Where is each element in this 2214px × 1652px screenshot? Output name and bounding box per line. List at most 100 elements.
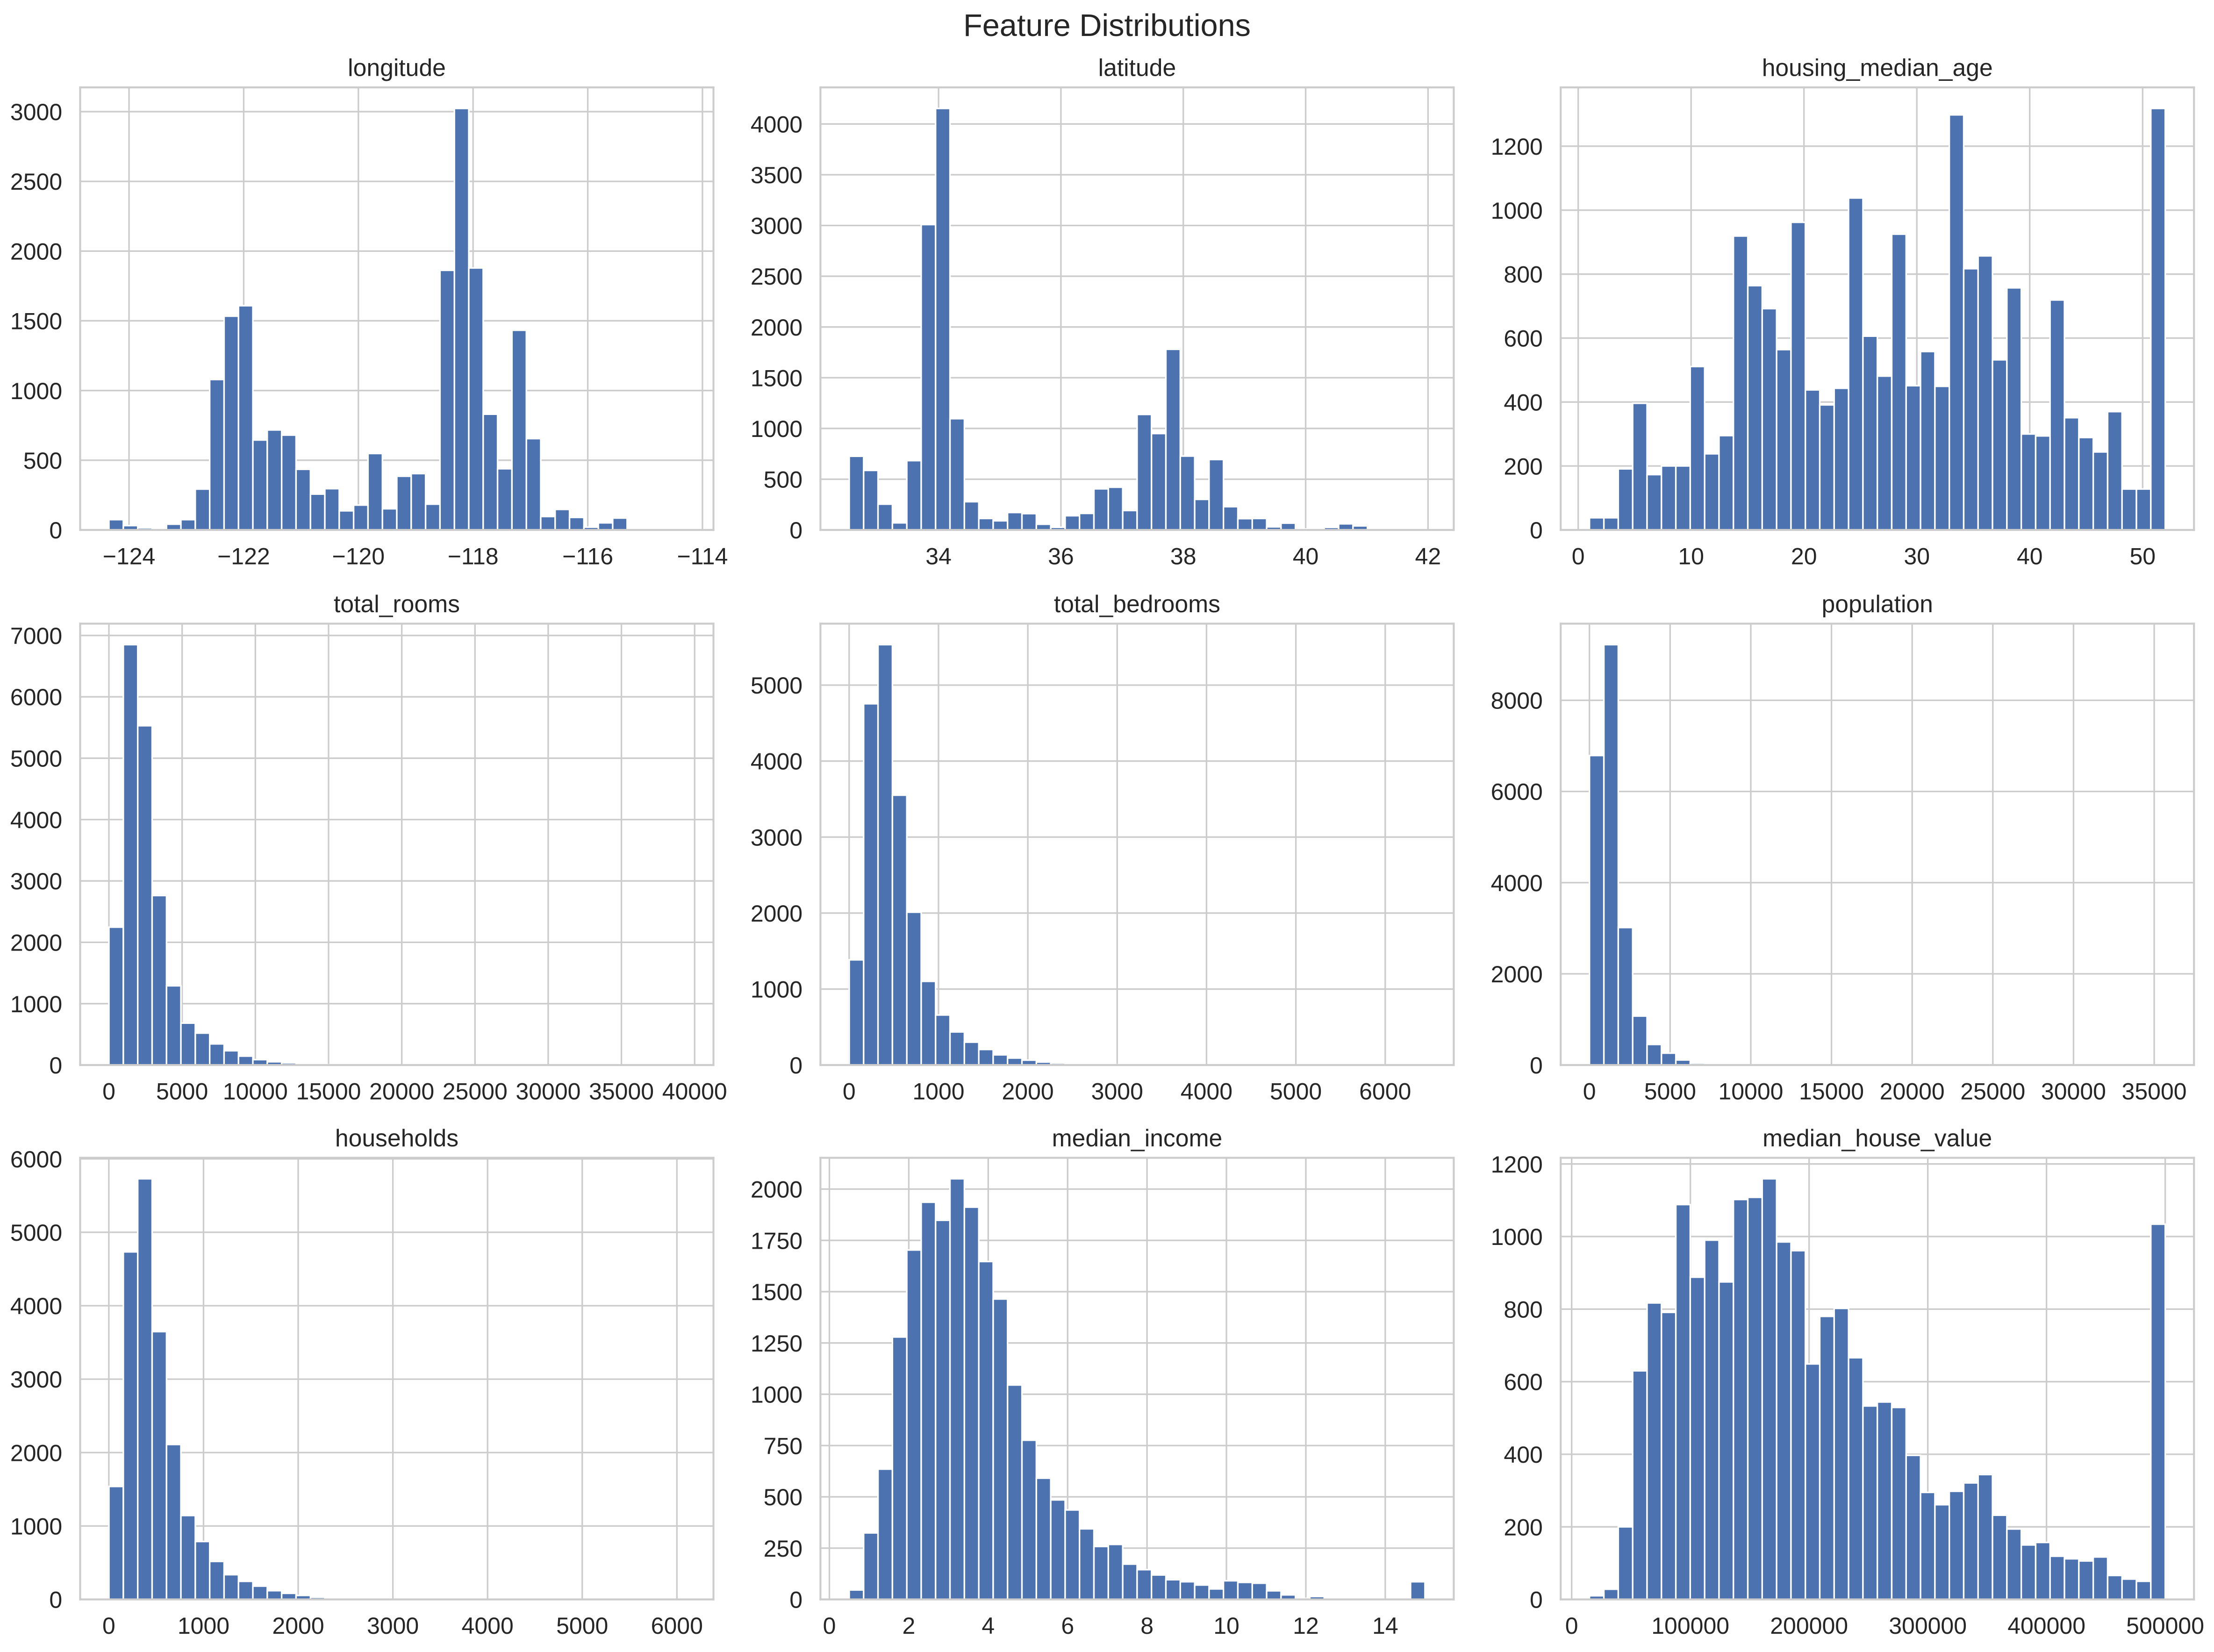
svg-text:−120: −120 [332,544,385,570]
svg-text:500: 500 [764,1484,802,1510]
svg-text:5000: 5000 [10,746,62,772]
svg-text:50: 50 [2129,544,2156,570]
svg-text:42: 42 [1415,544,1441,570]
svg-text:1000: 1000 [10,991,62,1017]
svg-text:0: 0 [843,1079,856,1105]
svg-text:12: 12 [1293,1613,1319,1639]
svg-text:20000: 20000 [369,1079,434,1105]
svg-text:longitude: longitude [348,54,446,81]
svg-text:0: 0 [1572,544,1585,570]
svg-text:2000: 2000 [751,1177,802,1203]
svg-text:800: 800 [1504,262,1542,288]
svg-text:3000: 3000 [10,1366,62,1393]
svg-text:200: 200 [1504,453,1542,479]
svg-text:15000: 15000 [296,1079,361,1105]
svg-text:median_house_value: median_house_value [1763,1124,1992,1151]
svg-text:30000: 30000 [516,1079,580,1105]
svg-text:500: 500 [764,467,802,493]
svg-text:3000: 3000 [1091,1079,1143,1105]
svg-text:1000: 1000 [1491,1224,1543,1250]
svg-text:2000: 2000 [10,1440,62,1466]
svg-text:2000: 2000 [751,315,802,341]
svg-text:4: 4 [982,1613,995,1639]
svg-text:200000: 200000 [1770,1613,1848,1639]
svg-text:−122: −122 [217,544,270,570]
svg-text:1500: 1500 [10,308,62,335]
svg-text:0: 0 [1583,1079,1596,1105]
svg-text:0: 0 [789,1587,802,1613]
svg-text:30: 30 [1904,544,1930,570]
svg-text:250: 250 [764,1536,802,1562]
svg-text:4000: 4000 [751,749,802,775]
svg-text:35000: 35000 [2122,1079,2187,1105]
svg-text:400: 400 [1504,1442,1542,1468]
svg-text:0: 0 [49,1587,62,1613]
svg-text:4000: 4000 [1181,1079,1232,1105]
svg-text:38: 38 [1170,544,1197,570]
svg-text:1000: 1000 [178,1613,229,1639]
svg-text:1500: 1500 [751,1279,802,1305]
svg-text:3000: 3000 [10,99,62,125]
svg-text:10: 10 [1213,1613,1240,1639]
svg-text:2000: 2000 [272,1613,324,1639]
svg-text:8000: 8000 [1491,688,1543,714]
svg-text:3000: 3000 [10,868,62,894]
svg-text:0: 0 [1530,517,1543,544]
svg-text:20: 20 [1791,544,1817,570]
svg-text:25000: 25000 [443,1079,508,1105]
svg-text:2500: 2500 [751,264,802,290]
svg-text:40: 40 [2017,544,2043,570]
svg-text:1000: 1000 [10,1513,62,1539]
svg-text:0: 0 [49,1052,62,1079]
svg-text:population: population [1821,590,1933,617]
svg-text:3000: 3000 [751,824,802,851]
svg-text:500: 500 [23,448,62,474]
svg-text:4000: 4000 [462,1613,514,1639]
svg-text:2000: 2000 [1491,961,1543,987]
svg-text:1750: 1750 [751,1228,802,1254]
svg-text:housing_median_age: housing_median_age [1762,54,1993,81]
svg-text:Feature Distributions: Feature Distributions [963,8,1251,43]
svg-text:1000: 1000 [751,416,802,442]
svg-text:6: 6 [1061,1613,1074,1639]
svg-text:4000: 4000 [10,807,62,833]
svg-text:0: 0 [49,517,62,544]
svg-text:2500: 2500 [10,169,62,195]
svg-text:4000: 4000 [1491,870,1543,896]
svg-text:40: 40 [1293,544,1319,570]
svg-text:20000: 20000 [1880,1079,1945,1105]
svg-text:0: 0 [789,1052,802,1079]
svg-text:households: households [335,1124,459,1151]
svg-text:300000: 300000 [1889,1613,1967,1639]
svg-text:15000: 15000 [1799,1079,1864,1105]
svg-text:750: 750 [764,1433,802,1459]
svg-text:0: 0 [102,1613,115,1639]
svg-text:400: 400 [1504,389,1542,415]
svg-text:800: 800 [1504,1296,1542,1323]
svg-text:6000: 6000 [651,1613,703,1639]
svg-text:6000: 6000 [10,684,62,710]
svg-text:6000: 6000 [1359,1079,1411,1105]
svg-text:1500: 1500 [751,365,802,391]
svg-text:1000: 1000 [912,1079,964,1105]
svg-text:1000: 1000 [751,977,802,1003]
svg-text:latitude: latitude [1098,54,1176,81]
svg-text:−118: −118 [448,544,499,570]
svg-text:total_rooms: total_rooms [334,590,460,617]
svg-text:0: 0 [823,1613,836,1639]
svg-text:10: 10 [1678,544,1704,570]
svg-text:400000: 400000 [2007,1613,2085,1639]
svg-text:−124: −124 [103,544,156,570]
svg-text:2000: 2000 [1002,1079,1053,1105]
svg-text:1000: 1000 [1491,198,1543,224]
svg-text:−116: −116 [562,544,613,570]
svg-text:3000: 3000 [367,1613,419,1639]
svg-text:4000: 4000 [10,1293,62,1319]
svg-text:3000: 3000 [751,213,802,239]
svg-text:total_bedrooms: total_bedrooms [1054,590,1220,617]
svg-text:2000: 2000 [10,238,62,265]
svg-text:1000: 1000 [10,378,62,404]
svg-text:5000: 5000 [1644,1079,1696,1105]
svg-text:5000: 5000 [556,1613,608,1639]
svg-text:36: 36 [1048,544,1074,570]
